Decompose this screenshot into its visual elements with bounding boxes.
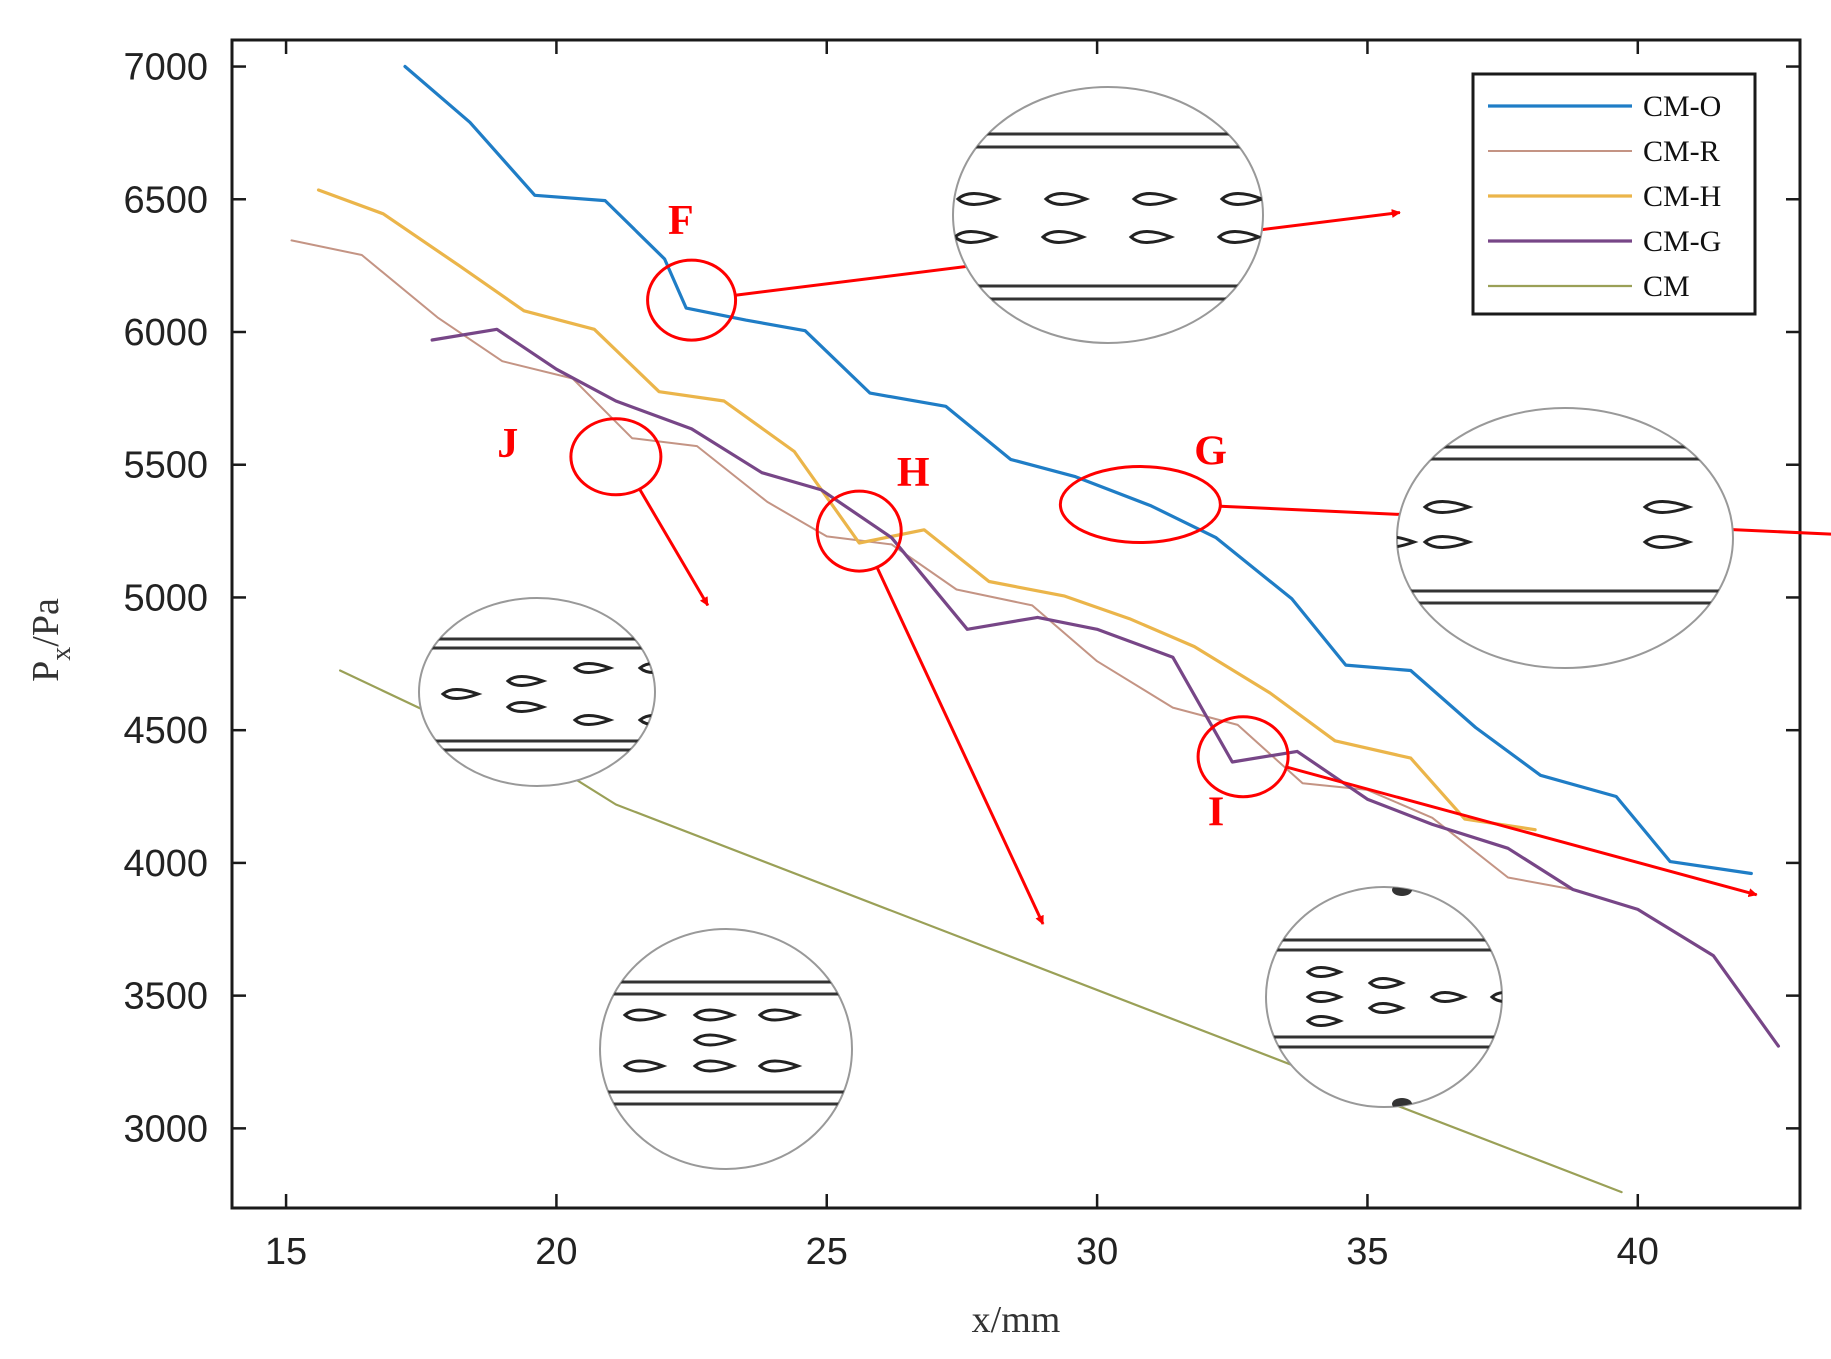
series-line-cm-g [430, 327, 1780, 1048]
y-axis-title-main: P [25, 661, 67, 682]
series-line-cm-r [290, 239, 1574, 891]
y-tick-label: 3000 [123, 1108, 208, 1150]
annotation-label-h: H [897, 450, 930, 496]
annotation-circle-j [569, 417, 663, 497]
y-tick-label: 4000 [123, 843, 208, 885]
inset-F-droplets [953, 192, 1263, 244]
inset-G-droplets [1397, 500, 1694, 549]
series-line-cm-o [403, 64, 1753, 876]
svg-text:Px/Pa: Px/Pa [25, 598, 77, 682]
legend: CM-O CM-R CM-H CM-G CM [1471, 72, 1757, 316]
legend-box [1471, 72, 1757, 316]
x-tick-label: 20 [535, 1231, 577, 1273]
y-tick-label: 7000 [123, 47, 208, 89]
inset-H-channel [600, 980, 852, 1106]
legend-label-cm-h: CM-H [1643, 180, 1721, 213]
inset-layer [418, 86, 1734, 1170]
y-tick-label: 3500 [123, 976, 208, 1018]
inset-G [1396, 407, 1734, 669]
inset-H-droplets [622, 1008, 803, 1073]
y-tick-label: 5000 [123, 577, 208, 619]
plot-frame [230, 38, 1802, 1210]
inset-J [418, 597, 656, 787]
y-axis-title-sub: x [46, 647, 77, 661]
annotation-arrow-h [875, 566, 1045, 925]
inset-J-droplets [440, 662, 655, 726]
y-tick-label: 5500 [123, 445, 208, 487]
ticks-layer: 15 20 25 30 35 40 3000 3500 4000 4500 5000 5500 6000… [123, 40, 1800, 1273]
inset-I-droplets [1305, 966, 1502, 1027]
legend-label-cm-g: CM-G [1643, 225, 1721, 258]
series-line-cm-h [316, 188, 1537, 832]
annotation-circle-g [1058, 465, 1222, 545]
inset-I-channel [1266, 887, 1502, 1107]
legend-items: CM-O CM-R CM-H CM-G CM [1488, 90, 1721, 303]
y-tick-label: 4500 [123, 710, 208, 752]
annotation-layer: F G H I J [497, 198, 1831, 925]
annotation-circle-h [815, 489, 903, 573]
legend-label-cm-o: CM-O [1643, 90, 1721, 123]
legend-label-cm-r: CM-R [1643, 135, 1720, 168]
annotation-circle-i [1196, 715, 1290, 799]
x-tick-label: 35 [1346, 1231, 1388, 1273]
y-tick-label: 6000 [123, 312, 208, 354]
inset-J-channel [419, 637, 655, 752]
inset-H [599, 928, 853, 1170]
annotation-label-f: F [668, 198, 694, 244]
x-tick-label: 40 [1617, 1231, 1659, 1273]
y-axis-title: Px/Pa [25, 598, 77, 682]
legend-label-cm: CM [1643, 270, 1690, 303]
inset-F [952, 86, 1264, 344]
annotation-arrow-j [638, 488, 710, 607]
annotation-label-j: J [497, 421, 518, 467]
annotation-arrow-i [1286, 765, 1758, 898]
y-axis-title-unit: /Pa [25, 598, 67, 647]
y-tick-label: 6500 [123, 179, 208, 221]
x-tick-label: 15 [265, 1231, 307, 1273]
series-layer [290, 64, 1780, 1194]
annotation-circle-f [646, 258, 738, 342]
annotation-label-i: I [1208, 790, 1224, 836]
x-axis-title: x/mm [972, 1299, 1061, 1341]
annotation-label-g: G [1194, 429, 1227, 475]
x-tick-label: 30 [1076, 1231, 1118, 1273]
inset-I [1265, 886, 1503, 1108]
x-tick-label: 25 [806, 1231, 848, 1273]
